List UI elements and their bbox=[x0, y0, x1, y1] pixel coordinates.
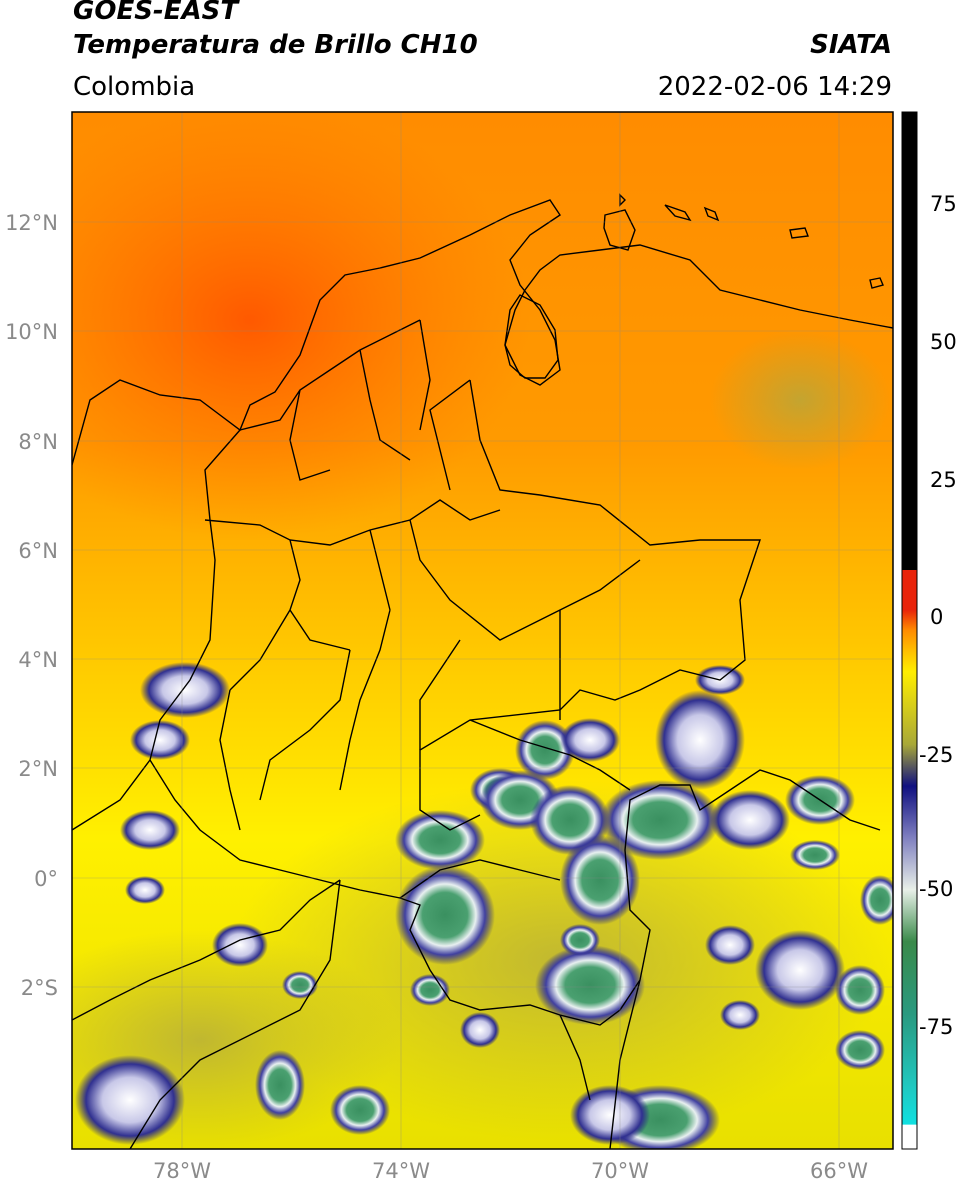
colorbar: 75 50 25 0 -25 -50 -75 bbox=[901, 111, 957, 1150]
cloud-blob bbox=[560, 718, 620, 762]
cloud-blob bbox=[705, 925, 755, 965]
colorbar-label-minus50: -50 bbox=[919, 877, 953, 901]
cloud-blob bbox=[835, 1030, 885, 1070]
cloud-blob bbox=[140, 662, 230, 718]
cloud-blob bbox=[75, 1055, 185, 1145]
peru-ecuador-border bbox=[72, 879, 641, 1149]
cloud-blob bbox=[655, 690, 745, 790]
lon-label-78w: 78°W bbox=[153, 1159, 211, 1183]
lake-maracaibo bbox=[504, 294, 559, 379]
cloud-blob bbox=[395, 810, 485, 870]
cloud-blob bbox=[460, 1012, 500, 1048]
satellite-title: GOES-EAST bbox=[73, 0, 239, 26]
agency-label: SIATA bbox=[810, 30, 892, 60]
colorbar-label-50: 50 bbox=[930, 330, 957, 354]
borders bbox=[72, 193, 893, 1149]
island-venezuela-north bbox=[603, 209, 636, 251]
colorbar-label-0: 0 bbox=[930, 605, 943, 629]
colorbar-label-minus75: -75 bbox=[919, 1015, 953, 1039]
lat-label-4n: 4°N bbox=[18, 648, 58, 672]
cloud-blob bbox=[600, 780, 720, 860]
lon-tick-labels: 78°W 74°W 70°W 66°W bbox=[153, 1159, 868, 1183]
cloud-blob bbox=[710, 790, 790, 850]
cloud-blob bbox=[535, 945, 645, 1025]
cloud-blob bbox=[120, 810, 180, 850]
cloud-blob bbox=[130, 720, 190, 760]
cloud-blob bbox=[720, 1000, 760, 1030]
colombia-outline bbox=[72, 379, 881, 1026]
coastline-caribbean bbox=[72, 199, 893, 466]
colorbar-label-75: 75 bbox=[930, 192, 957, 216]
lat-label-12n: 12°N bbox=[5, 211, 58, 235]
map-panel bbox=[72, 112, 893, 1149]
graticule bbox=[72, 112, 893, 1149]
internal-divisions bbox=[204, 319, 641, 899]
cloud-blob bbox=[835, 965, 885, 1015]
colorbar-frame bbox=[901, 111, 918, 1150]
cloud-blob bbox=[395, 865, 495, 965]
map-frame bbox=[71, 111, 894, 1150]
lat-label-8n: 8°N bbox=[18, 430, 58, 454]
cloud-blob bbox=[410, 974, 450, 1006]
cloud-blob bbox=[860, 875, 893, 925]
lat-label-2s: 2°S bbox=[21, 976, 58, 1000]
lon-label-70w: 70°W bbox=[591, 1159, 649, 1183]
cloud-blob bbox=[790, 840, 840, 870]
island-curacao bbox=[664, 204, 720, 222]
lon-label-74w: 74°W bbox=[372, 1159, 430, 1183]
colorbar-label-minus25: -25 bbox=[919, 743, 953, 767]
cloud-blob bbox=[212, 923, 268, 967]
cloud-blob bbox=[515, 720, 575, 780]
lon-label-66w: 66°W bbox=[810, 1159, 868, 1183]
cloud-blob bbox=[560, 924, 600, 956]
colorbar-black-segment bbox=[902, 112, 917, 570]
lat-label-0: 0° bbox=[34, 867, 58, 891]
region-label: Colombia bbox=[73, 72, 196, 102]
lat-label-6n: 6°N bbox=[18, 539, 58, 563]
datetime-label: 2022-02-06 14:29 bbox=[657, 72, 892, 102]
cloud-blob bbox=[125, 876, 165, 904]
convective-clouds bbox=[75, 662, 893, 1149]
colorbar-label-25: 25 bbox=[930, 468, 957, 492]
island-trinidad bbox=[869, 277, 884, 289]
cloud-blob bbox=[330, 1085, 390, 1135]
lat-tick-labels: 12°N 10°N 8°N 6°N 4°N 2°N 0° 2°S bbox=[5, 211, 58, 1000]
lat-label-2n: 2°N bbox=[18, 757, 58, 781]
cloud-blob bbox=[570, 1085, 650, 1145]
lat-label-10n: 10°N bbox=[5, 320, 58, 344]
island-margarita bbox=[789, 227, 809, 239]
cloud-blob bbox=[755, 930, 845, 1010]
product-title: Temperatura de Brillo CH10 bbox=[73, 30, 478, 60]
cloud-blob bbox=[255, 1050, 305, 1120]
cloud-blob bbox=[282, 971, 318, 999]
